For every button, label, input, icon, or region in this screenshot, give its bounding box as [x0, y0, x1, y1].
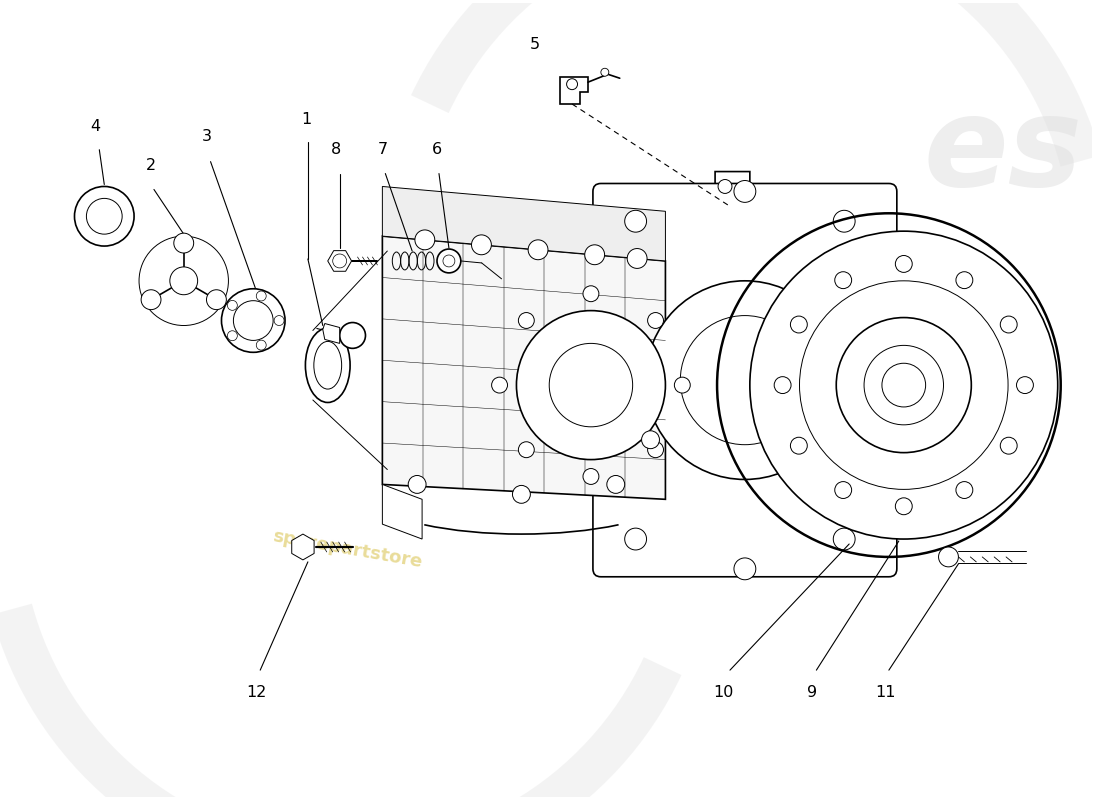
Circle shape	[566, 78, 578, 90]
Circle shape	[625, 528, 647, 550]
Ellipse shape	[306, 328, 350, 402]
Circle shape	[1000, 438, 1018, 454]
Circle shape	[583, 286, 598, 302]
Circle shape	[854, 370, 874, 391]
Circle shape	[1016, 377, 1033, 394]
Text: 5: 5	[529, 37, 539, 52]
Text: 10: 10	[713, 686, 734, 701]
Circle shape	[472, 235, 492, 254]
Circle shape	[938, 547, 958, 567]
Circle shape	[75, 186, 134, 246]
Circle shape	[895, 498, 912, 514]
Polygon shape	[383, 236, 666, 499]
Circle shape	[549, 343, 632, 427]
Text: 2: 2	[146, 158, 156, 173]
Circle shape	[1000, 316, 1018, 333]
Circle shape	[601, 68, 608, 76]
Text: 11: 11	[876, 686, 896, 701]
Circle shape	[583, 469, 598, 485]
Text: 4: 4	[90, 119, 100, 134]
Circle shape	[256, 291, 266, 301]
FancyBboxPatch shape	[593, 183, 896, 577]
Circle shape	[207, 290, 227, 310]
Circle shape	[221, 289, 285, 352]
Circle shape	[834, 528, 855, 550]
Circle shape	[835, 482, 851, 498]
Circle shape	[750, 231, 1058, 539]
Circle shape	[340, 322, 365, 348]
Circle shape	[648, 313, 663, 329]
Circle shape	[228, 301, 238, 310]
Circle shape	[956, 272, 972, 289]
Polygon shape	[383, 485, 422, 539]
Text: 1: 1	[300, 113, 311, 127]
Text: since 1985: since 1985	[600, 305, 692, 336]
Circle shape	[956, 482, 972, 498]
Circle shape	[674, 377, 691, 393]
Circle shape	[607, 475, 625, 494]
Circle shape	[233, 301, 273, 341]
Circle shape	[585, 245, 605, 265]
Circle shape	[895, 255, 912, 272]
Circle shape	[332, 254, 346, 268]
Circle shape	[865, 346, 944, 425]
Text: es: es	[924, 91, 1082, 212]
Circle shape	[169, 267, 198, 294]
Circle shape	[518, 442, 535, 458]
Polygon shape	[560, 78, 588, 104]
Polygon shape	[383, 186, 666, 261]
Circle shape	[437, 249, 461, 273]
Circle shape	[834, 210, 855, 232]
Text: 12: 12	[246, 686, 266, 701]
Text: 3: 3	[201, 130, 211, 144]
Circle shape	[648, 442, 663, 458]
Circle shape	[836, 318, 971, 453]
Circle shape	[174, 233, 194, 253]
Circle shape	[791, 316, 807, 333]
Text: 6: 6	[432, 142, 442, 158]
Circle shape	[646, 281, 844, 479]
Circle shape	[443, 255, 455, 267]
Text: 7: 7	[377, 142, 387, 158]
Circle shape	[228, 330, 238, 341]
Circle shape	[513, 486, 530, 503]
Circle shape	[605, 370, 627, 391]
Circle shape	[791, 438, 807, 454]
Circle shape	[408, 475, 426, 494]
Text: 8: 8	[331, 142, 341, 158]
Circle shape	[680, 315, 810, 445]
Circle shape	[627, 249, 647, 269]
Circle shape	[415, 230, 434, 250]
Circle shape	[882, 363, 925, 407]
Circle shape	[528, 240, 548, 260]
Text: 1985: 1985	[895, 257, 992, 305]
Circle shape	[835, 272, 851, 289]
Circle shape	[774, 377, 791, 394]
Circle shape	[141, 290, 161, 310]
Circle shape	[492, 377, 507, 393]
Circle shape	[518, 313, 535, 329]
Circle shape	[625, 210, 647, 232]
Circle shape	[718, 179, 732, 194]
Text: sparepartstore: sparepartstore	[272, 527, 424, 571]
Circle shape	[274, 315, 284, 326]
Circle shape	[734, 181, 756, 202]
Ellipse shape	[314, 342, 342, 389]
Circle shape	[256, 340, 266, 350]
Circle shape	[516, 310, 666, 459]
Polygon shape	[715, 171, 750, 211]
Circle shape	[641, 430, 660, 449]
Circle shape	[87, 198, 122, 234]
Polygon shape	[322, 323, 340, 343]
Circle shape	[734, 558, 756, 580]
Text: 9: 9	[807, 686, 817, 701]
